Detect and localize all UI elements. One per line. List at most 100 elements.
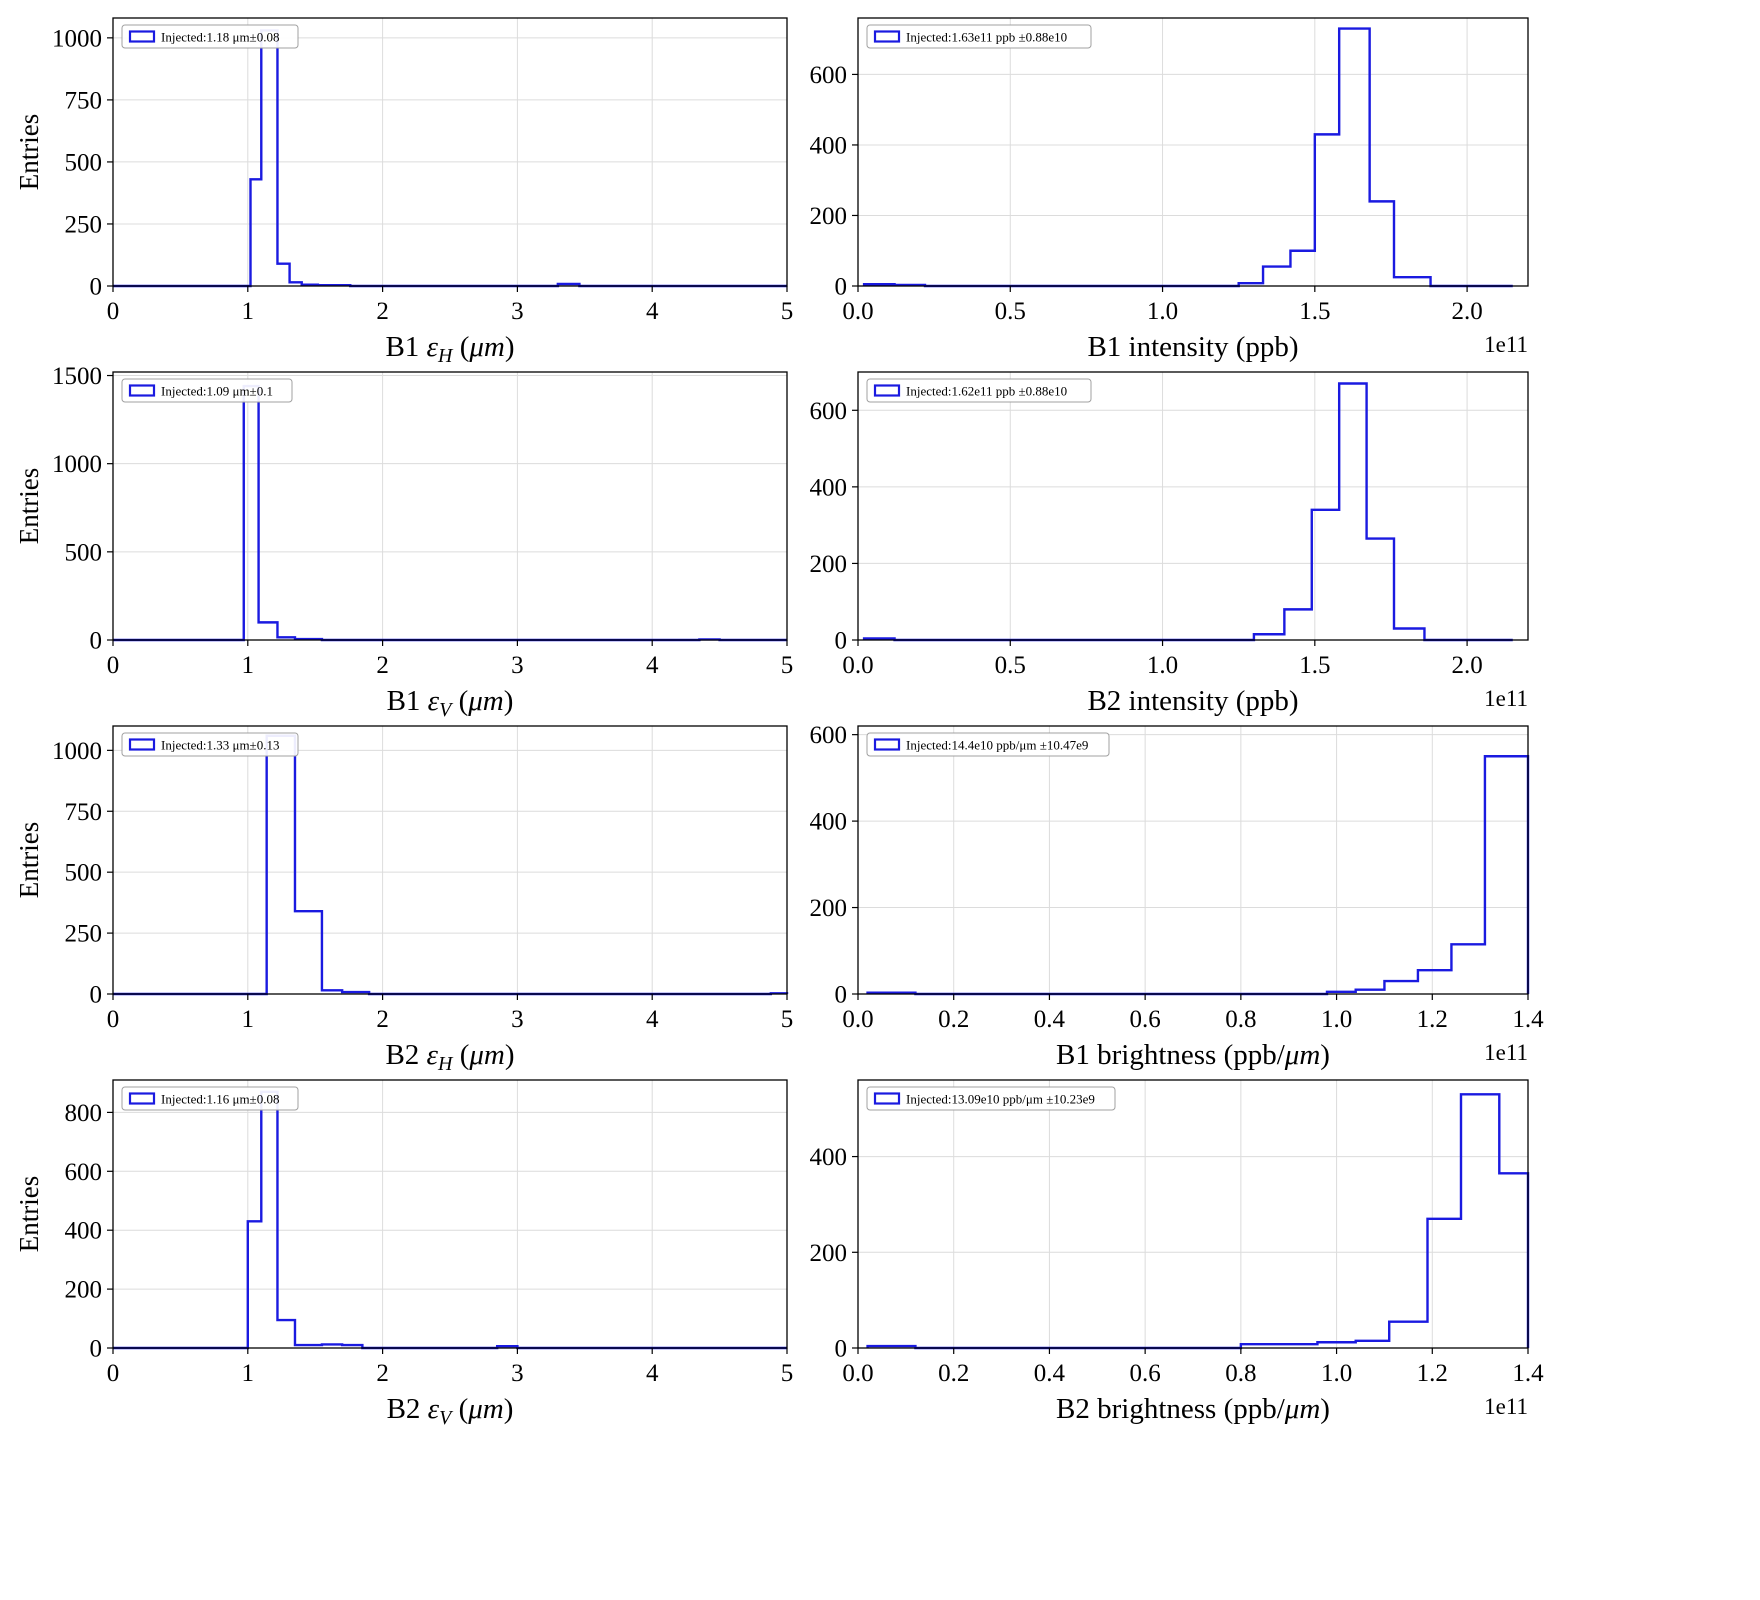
grid-lines: [112, 372, 788, 641]
y-tick-label: 0: [835, 274, 848, 301]
x-axis-label-b1-intensity: B1 intensity (ppb): [1087, 331, 1298, 363]
y-tick-label: 0: [835, 1336, 848, 1363]
x-axis-label-b1-emittance-h: B1 εH (μm): [385, 331, 514, 367]
x-tick-label: 0.0: [842, 298, 873, 325]
legend-label: Injected:1.33 μm±0.13: [161, 738, 279, 753]
axis-offset-text: 1e11: [1484, 1394, 1528, 1419]
histogram-step-line-b2-emittance-v: [113, 1090, 787, 1350]
legend-label: Injected:1.62e11 ppb ±0.88e10: [906, 384, 1067, 399]
x-tick-label: 1.2: [1417, 1006, 1448, 1033]
x-tick-label: 1.4: [1512, 1006, 1544, 1033]
x-tick-label: 2: [376, 1360, 389, 1387]
x-tick-label: 1.2: [1417, 1360, 1448, 1387]
legend-label: Injected:1.16 μm±0.08: [161, 1092, 279, 1107]
y-axis-label-b2-emittance-v: Entries: [14, 1176, 44, 1252]
subplot-b1-emittance-v: 0 1 2 3 4 5 0 500 1000 1500 B1 εV (μm) Entries Injec…: [14, 363, 793, 721]
legend-box: [866, 1086, 1116, 1111]
y-tick-label: 0: [90, 274, 103, 301]
x-tick-label: 0: [107, 298, 120, 325]
x-axis-label-b2-emittance-h: B2 εH (μm): [385, 1039, 514, 1075]
y-tick-label: 200: [810, 895, 848, 922]
x-tick-label: 4: [646, 298, 659, 325]
legend-swatch-icon: [128, 1092, 156, 1105]
x-axis-label-b1-emittance-v: B1 εV (μm): [387, 685, 514, 721]
x-tick-label: 5: [781, 652, 794, 679]
y-tick-label: 250: [65, 921, 103, 948]
y-tick-label: 1000: [52, 738, 102, 765]
legend-box: [121, 1086, 299, 1111]
y-tick-label: 600: [65, 1159, 103, 1186]
legend-label: Injected:13.09e10 ppb/μm ±10.23e9: [906, 1092, 1095, 1107]
y-tick-label: 750: [65, 87, 103, 114]
legend-swatch-icon: [873, 1092, 901, 1105]
subplot-b2-intensity: 0.0 0.5 1.0 1.5 2.0 0 200 400 600 B2 intensity (p…: [810, 371, 1529, 717]
histogram-step-line-b1-emittance-h: [113, 29, 787, 288]
histogram-step-line-b2-brightness: [866, 1093, 1530, 1350]
y-tick-label: 0: [90, 1336, 103, 1363]
y-tick-label: 500: [65, 539, 103, 566]
y-tick-label: 800: [65, 1100, 103, 1127]
x-tick-label: 0.4: [1034, 1360, 1066, 1387]
x-tick-label: 2.0: [1451, 298, 1482, 325]
y-tick-label: 200: [65, 1277, 103, 1304]
x-tick-label: 5: [781, 1360, 794, 1387]
y-tick-label: 200: [810, 551, 848, 578]
x-tick-label: 4: [646, 1360, 659, 1387]
subplot-b1-brightness: 0.0 0.2 0.4 0.6 0.8 1.0 1.2 1.4 0 200 400 600 B1 bri…: [810, 722, 1545, 1071]
x-tick-label: 1.4: [1512, 1360, 1544, 1387]
x-tick-label: 0.2: [938, 1360, 969, 1387]
y-tick-label: 1000: [52, 25, 102, 52]
axes-frame: [857, 1079, 1529, 1349]
y-axis-label-b2-emittance-h: Entries: [14, 822, 44, 898]
legend-box: [121, 732, 299, 757]
x-tick-label: 4: [646, 1006, 659, 1033]
grid-lines: [857, 726, 1529, 995]
grid-lines: [112, 726, 788, 995]
histogram-step-line-b1-brightness: [866, 755, 1530, 996]
x-tick-label: 0.0: [842, 1006, 873, 1033]
legend-box: [866, 732, 1110, 757]
y-tick-label: 1000: [52, 451, 102, 478]
y-tick-label: 400: [810, 809, 848, 836]
x-tick-label: 4: [646, 652, 659, 679]
axis-offset-text: 1e11: [1484, 686, 1528, 711]
axes-frame: [857, 725, 1529, 995]
legend-box: [121, 24, 299, 49]
subplot-b2-emittance-v: 0 1 2 3 4 5 0 200 400 600 800 B2 εV (μm) Entries Inje…: [14, 1079, 794, 1429]
y-tick-label: 250: [65, 211, 103, 238]
legend-label: Injected:14.4e10 ppb/μm ±10.47e9: [906, 738, 1088, 753]
x-tick-label: 1: [242, 298, 255, 325]
axis-offset-text: 1e11: [1484, 332, 1528, 357]
x-tick-label: 1: [242, 1006, 255, 1033]
y-tick-label: 600: [810, 62, 848, 89]
x-tick-label: 0.8: [1225, 1360, 1256, 1387]
legend-swatch-icon: [873, 384, 901, 397]
legend-swatch-icon: [873, 30, 901, 43]
y-tick-label: 0: [835, 628, 848, 655]
legend-box: [866, 24, 1092, 49]
x-tick-label: 1.0: [1147, 652, 1178, 679]
x-tick-label: 0.5: [995, 298, 1026, 325]
x-tick-label: 3: [511, 1360, 524, 1387]
x-axis-label-b2-intensity: B2 intensity (ppb): [1087, 685, 1298, 717]
y-tick-label: 600: [810, 398, 848, 425]
x-tick-label: 2: [376, 298, 389, 325]
x-tick-label: 0: [107, 1006, 120, 1033]
y-tick-label: 0: [835, 982, 848, 1009]
histogram-step-line-b2-intensity: [862, 382, 1513, 642]
legend-label: Injected:1.09 μm±0.1: [161, 384, 273, 399]
y-tick-label: 400: [810, 1144, 848, 1171]
histogram-step-line-b2-emittance-h: [113, 734, 789, 996]
legend-box: [866, 378, 1092, 403]
x-tick-label: 2.0: [1451, 652, 1482, 679]
x-tick-label: 0.8: [1225, 1006, 1256, 1033]
y-tick-label: 400: [810, 132, 848, 159]
x-tick-label: 3: [511, 298, 524, 325]
axes-frame: [857, 17, 1529, 287]
y-tick-label: 600: [810, 722, 848, 749]
y-tick-label: 200: [810, 1240, 848, 1267]
x-tick-label: 2: [376, 652, 389, 679]
x-tick-label: 0.0: [842, 652, 873, 679]
axes-frame: [112, 725, 788, 995]
